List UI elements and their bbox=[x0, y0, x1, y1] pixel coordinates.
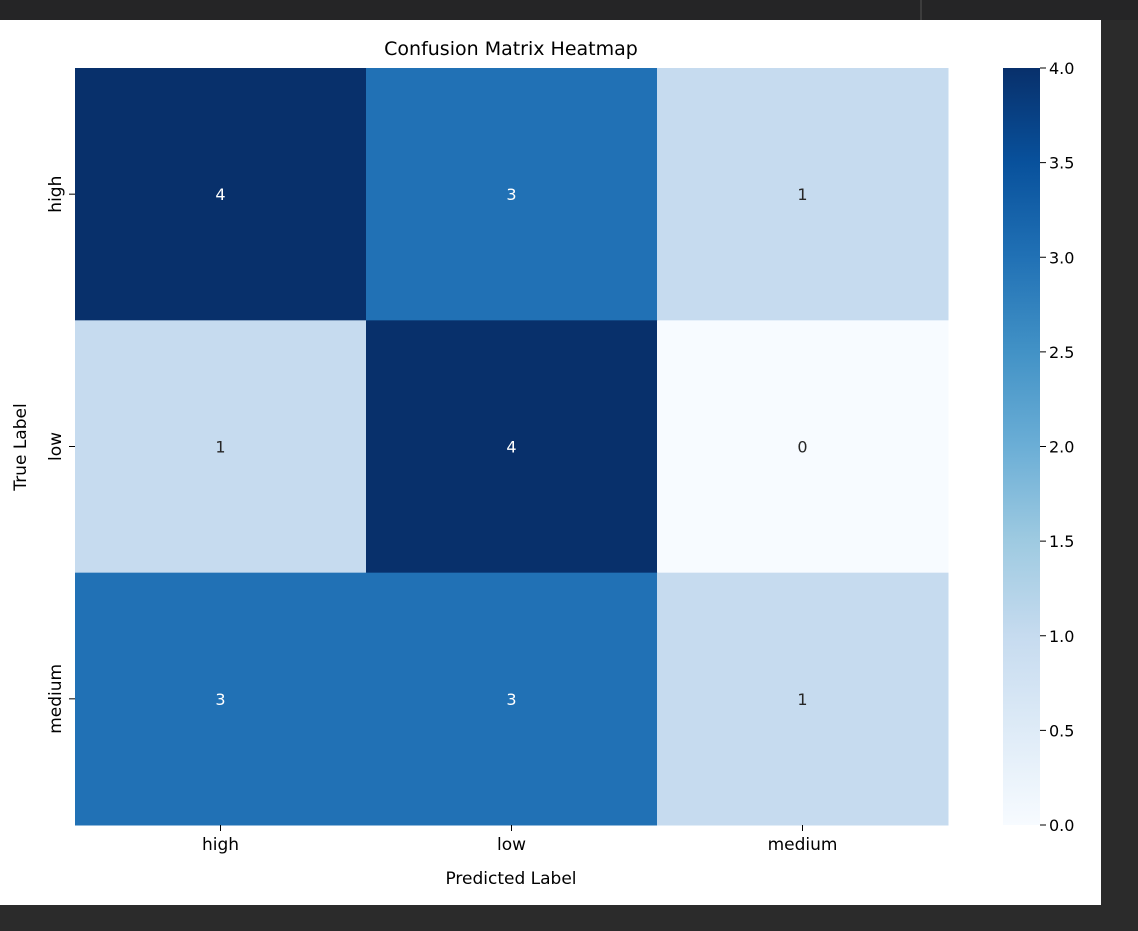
colorbar-tick-label: 3.5 bbox=[1049, 154, 1074, 173]
heatmap-cell bbox=[75, 572, 367, 826]
y-tick-label: low bbox=[46, 432, 66, 461]
heatmap-cell bbox=[366, 320, 658, 574]
colorbar-tick-label: 4.0 bbox=[1049, 59, 1074, 78]
x-tick-label: low bbox=[497, 835, 526, 855]
notebook-top-bar bbox=[0, 0, 1138, 20]
colorbar-tick-label: 0.0 bbox=[1049, 816, 1074, 835]
heatmap-cell bbox=[75, 320, 367, 574]
heatmap-cells bbox=[75, 68, 949, 826]
colorbar-tick-label: 1.5 bbox=[1049, 532, 1074, 551]
colorbar: 0.0 0.5 1.0 1.5 2.0 2.5 3.0 3.5 4.0 bbox=[1003, 59, 1074, 835]
colorbar-tick-label: 1.0 bbox=[1049, 627, 1074, 646]
cell-value-label: 0 bbox=[797, 438, 807, 457]
x-tick-label: medium bbox=[768, 835, 838, 855]
x-tick-label: high bbox=[202, 835, 239, 855]
y-axis-label: True Label bbox=[11, 403, 31, 491]
heatmap-cell bbox=[366, 572, 658, 826]
x-axis: high low medium bbox=[202, 825, 837, 855]
y-tick-label: medium bbox=[46, 664, 66, 734]
notebook-bottom-bar bbox=[0, 905, 1138, 931]
cell-value-label: 4 bbox=[506, 438, 516, 457]
colorbar-body bbox=[1003, 68, 1040, 825]
heatmap-cell bbox=[657, 320, 949, 574]
heatmap-cell bbox=[366, 68, 658, 321]
cell-value-label: 1 bbox=[797, 690, 807, 709]
cell-value-label: 3 bbox=[506, 185, 516, 204]
colorbar-tick-label: 0.5 bbox=[1049, 721, 1074, 740]
top-bar-divider bbox=[920, 0, 922, 20]
y-axis: high low medium bbox=[46, 176, 75, 734]
x-axis-label: Predicted Label bbox=[445, 869, 576, 889]
colorbar-tick-label: 2.5 bbox=[1049, 343, 1074, 362]
heatmap-cell bbox=[657, 68, 949, 321]
cell-value-label: 4 bbox=[215, 185, 225, 204]
cell-value-label: 1 bbox=[215, 438, 225, 457]
cell-value-label: 3 bbox=[506, 690, 516, 709]
colorbar-tick-label: 2.0 bbox=[1049, 438, 1074, 457]
y-tick-label: high bbox=[46, 176, 66, 213]
heatmap-cell-labels: 4 3 1 1 4 0 3 3 1 bbox=[215, 185, 807, 709]
chart-figure: Confusion Matrix Heatmap 4 3 1 1 4 0 3 3 1 high l… bbox=[0, 20, 1101, 905]
right-margin-strip bbox=[1101, 20, 1138, 905]
cell-value-label: 3 bbox=[215, 690, 225, 709]
chart-title: Confusion Matrix Heatmap bbox=[384, 38, 638, 60]
heatmap-cell bbox=[75, 68, 367, 321]
cell-value-label: 1 bbox=[797, 185, 807, 204]
heatmap-chart: Confusion Matrix Heatmap 4 3 1 1 4 0 3 3 1 high l… bbox=[11, 38, 1074, 889]
heatmap-cell bbox=[657, 572, 949, 826]
colorbar-tick-label: 3.0 bbox=[1049, 248, 1074, 267]
